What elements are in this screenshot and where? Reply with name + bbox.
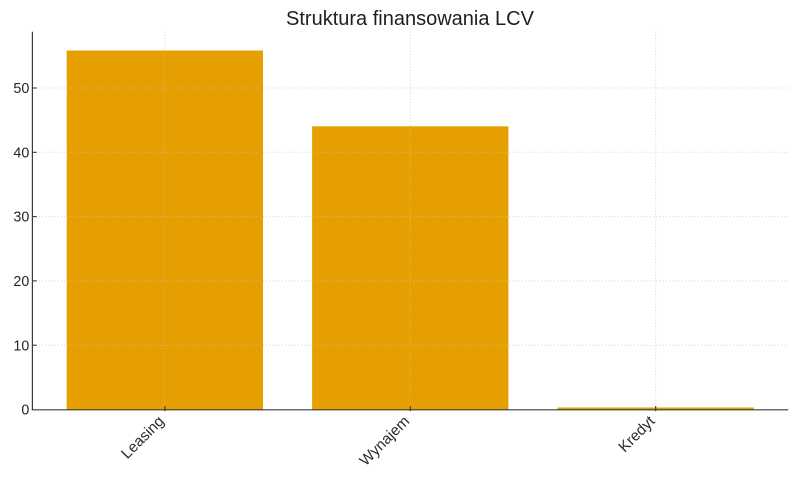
svg-text:0: 0	[21, 403, 29, 419]
svg-text:30: 30	[13, 210, 29, 226]
svg-text:Struktura finansowania LCV: Struktura finansowania LCV	[286, 8, 535, 30]
svg-text:10: 10	[13, 338, 29, 354]
svg-text:50: 50	[13, 81, 29, 97]
svg-text:40: 40	[13, 145, 29, 161]
svg-text:20: 20	[13, 274, 29, 290]
